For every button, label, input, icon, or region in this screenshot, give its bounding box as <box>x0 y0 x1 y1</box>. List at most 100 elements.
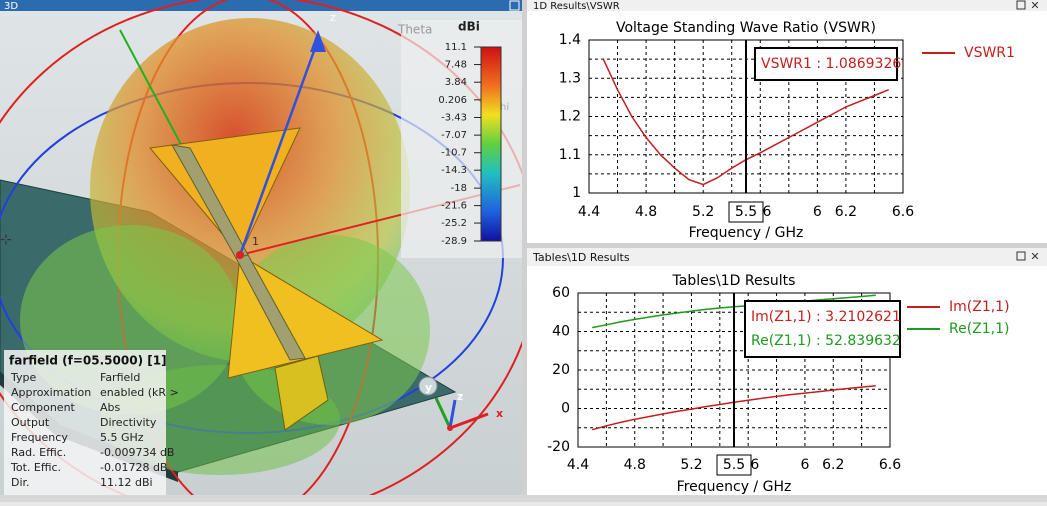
colorbar-tick-label: -25.2 <box>441 218 467 229</box>
x-tick-label: 4.4 <box>567 457 589 473</box>
y-tick-label: 1.2 <box>559 109 581 125</box>
triad-y: y <box>425 381 432 394</box>
legend-label: Im(Z1,1) <box>949 299 1010 315</box>
colorbar-tick-label: 11.1 <box>445 42 467 53</box>
panel-title: 1D Results\VSWR <box>533 1 620 12</box>
port <box>236 251 244 259</box>
info-key: Tot. Effic. <box>10 461 61 474</box>
colorbar-tick-label: 0.206 <box>438 95 467 106</box>
info-value: 5.5 GHz <box>100 431 144 444</box>
colorbar-tick-label: 3.84 <box>445 77 467 88</box>
info-box <box>4 350 166 496</box>
info-value: -0.01728 dB <box>100 461 167 474</box>
axis-label: z <box>330 11 336 24</box>
info-key: Output <box>11 416 50 429</box>
info-key: Rad. Effic. <box>11 446 66 459</box>
port-label: 1 <box>252 235 259 248</box>
colorbar <box>480 46 502 242</box>
phi-label: Phi <box>494 102 509 113</box>
y-tick-label: 1.4 <box>559 32 581 48</box>
info-value: Directivity <box>100 416 157 429</box>
triad-x: x <box>496 407 503 420</box>
panel-titlebar <box>0 0 522 11</box>
z-arrow <box>310 30 326 52</box>
splitter <box>522 0 527 502</box>
x-tick-label: 4.8 <box>635 204 657 220</box>
maximize-button[interactable] <box>1016 251 1026 261</box>
theta-label: Theta <box>397 23 432 37</box>
readout: Re(Z1,1) : 52.839632 <box>751 333 901 349</box>
chart-title: Tables\1D Results <box>672 273 796 289</box>
info-key: Dir. <box>11 476 30 489</box>
colorbar-tick-label: -28.9 <box>441 236 467 247</box>
colorbar-tick-label: -14.3 <box>441 165 467 176</box>
close-button[interactable]: ✕ <box>1030 250 1039 263</box>
legend-label: Re(Z1,1) <box>949 321 1010 337</box>
antenna-slot <box>235 254 306 361</box>
panel-vswr: 1D Results\VSWR ✕ <box>527 0 1047 243</box>
colorbar-tick-label: 7.48 <box>445 60 467 71</box>
legend-backdrop <box>401 20 522 258</box>
info-value: -0.009734 dB <box>100 446 174 459</box>
x-tick-label: 6 <box>800 457 809 473</box>
colorbar-tick-label: -10.7 <box>441 148 467 159</box>
panel-title: Tables\1D Results <box>532 251 630 264</box>
z-axis <box>238 39 320 256</box>
triad-z: z <box>457 390 463 403</box>
x-axis-label: Frequency / GHz <box>689 225 804 241</box>
x-tick-label: 5.2 <box>692 204 714 220</box>
x-tick-label: 6 <box>813 204 822 220</box>
y-tick-label: 20 <box>552 362 570 378</box>
y-tick-label: 1.1 <box>559 147 581 163</box>
close-button[interactable]: ✕ <box>1030 0 1039 12</box>
colorbar-title: dBi <box>458 20 480 34</box>
x-tick-label: 6.6 <box>892 204 914 220</box>
colorbar-ticks: 11.1 7.48 3.84 0.206 -3.43 -7.07 -10.7 -14.3 -18… <box>438 42 481 247</box>
info-value: enabled (kR > <box>100 386 179 399</box>
y-tick-label: -20 <box>547 439 570 455</box>
readout-box <box>744 300 901 358</box>
info-title: farfield (f=05.5000) [1] <box>9 354 167 368</box>
panel-title: 3D <box>4 1 18 12</box>
chart-title: Voltage Standing Wave Ratio (VSWR) <box>616 20 876 36</box>
info-key: Approximation <box>11 386 91 399</box>
marker-label: 5.5 <box>735 204 757 220</box>
y-tick-label: 40 <box>552 324 570 340</box>
readout: VSWR1 : 1.0869326 <box>761 56 901 72</box>
x-tick-label: 4.8 <box>624 457 646 473</box>
cursor: ⊹ <box>0 232 12 248</box>
maximize-button[interactable] <box>1016 0 1026 10</box>
info-value: 11.12 dBi <box>100 476 153 489</box>
x-tick-label: 6.6 <box>879 457 901 473</box>
panel-titlebar <box>527 248 1047 266</box>
info-value: Farfield <box>100 371 140 384</box>
x-axis-label: Frequency / GHz <box>677 479 792 495</box>
info-key: Frequency <box>11 431 68 444</box>
colorbar-tick-label: -18 <box>451 183 467 194</box>
x-tick-label: 6.2 <box>835 204 857 220</box>
antenna-arm <box>227 254 384 379</box>
colorbar-tick-label: -7.07 <box>441 130 467 141</box>
info-value: Abs <box>100 401 121 414</box>
info-key: Type <box>10 371 36 384</box>
marker-label-box <box>716 454 752 476</box>
panel-titlebar <box>527 0 1047 11</box>
triad <box>418 376 489 431</box>
marker-label: 5.5 <box>723 457 745 473</box>
info-rows: Type Farfield Approximation enabled (kR > Co… <box>10 371 179 489</box>
marker-label-box <box>728 201 764 223</box>
splitter <box>527 243 1047 248</box>
readout: Im(Z1,1) : 3.2102621 <box>751 309 901 325</box>
panel-3d: 3D z 1 Theta Phi dBi 11.1 7.48 3.84 0.206 -3… <box>0 0 539 506</box>
readout-box <box>754 47 898 81</box>
colorbar-tick-label: -21.6 <box>441 201 467 212</box>
y-tick-label: 60 <box>552 285 570 301</box>
x-tick-label: 4.4 <box>578 204 600 220</box>
status-strip <box>0 495 1047 502</box>
maximize-button[interactable] <box>509 0 520 11</box>
colorbar-tick-label: -3.43 <box>441 112 467 123</box>
legend-label: VSWR1 <box>964 45 1015 61</box>
info-key: Component <box>11 401 76 414</box>
y-tick-label: 0 <box>561 401 570 417</box>
